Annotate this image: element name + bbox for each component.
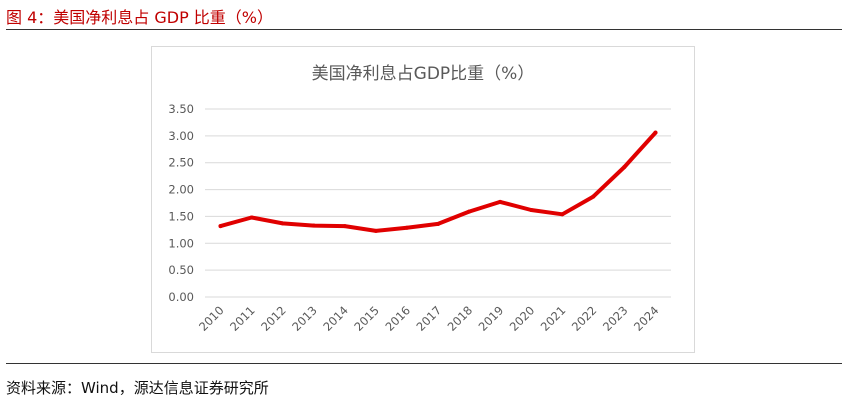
- y-tick-label: 2.00: [168, 183, 194, 197]
- data-point: [591, 194, 596, 199]
- data-point: [218, 224, 223, 229]
- y-tick-label: 2.50: [168, 156, 194, 170]
- x-tick-label: 2014: [320, 303, 351, 334]
- x-tick-label: 2017: [414, 303, 445, 334]
- y-tick-label: 1.00: [168, 236, 194, 250]
- data-point: [404, 225, 409, 230]
- x-tick-label: 2022: [569, 303, 600, 334]
- y-tick-label: 3.00: [168, 129, 194, 143]
- x-tick-label: 2012: [258, 303, 289, 334]
- y-tick-label: 0.50: [168, 263, 194, 277]
- y-tick-label: 3.50: [168, 102, 194, 116]
- data-point: [280, 221, 285, 226]
- data-point: [653, 130, 658, 135]
- data-point: [436, 221, 440, 226]
- data-point: [498, 199, 503, 204]
- data-point: [311, 223, 316, 228]
- data-point: [249, 215, 254, 220]
- data-point: [529, 207, 534, 212]
- x-tick-label: 2020: [507, 303, 538, 334]
- data-point: [467, 209, 472, 214]
- x-tick-label: 2023: [600, 303, 631, 334]
- data-point: [560, 212, 565, 217]
- y-tick-label: 0.00: [168, 290, 194, 304]
- x-tick-label: 2019: [476, 303, 507, 334]
- bottom-divider: [6, 363, 842, 364]
- top-divider: [6, 29, 842, 30]
- x-tick-label: 2021: [538, 303, 569, 334]
- x-tick-label: 2010: [196, 303, 227, 334]
- data-point: [373, 228, 378, 233]
- x-tick-label: 2013: [289, 303, 320, 334]
- chart-title: 美国净利息占GDP比重（%）: [312, 64, 535, 84]
- x-tick-label: 2018: [445, 303, 476, 334]
- line-chart: 美国净利息占GDP比重（%） 0.00 0.50 1.00 1.50 2.00 2.50 3…: [168, 64, 671, 334]
- data-point: [342, 224, 347, 229]
- chart-container: 美国净利息占GDP比重（%） 0.00 0.50 1.00 1.50 2.00 2.50 3…: [151, 46, 695, 353]
- source-note: 资料来源：Wind，源达信息证券研究所: [6, 379, 269, 397]
- figure-title: 图 4：美国净利息占 GDP 比重（%）: [6, 8, 274, 27]
- x-tick-label: 2011: [227, 303, 258, 334]
- x-tick-label: 2015: [351, 303, 382, 334]
- data-point: [622, 165, 627, 170]
- x-tick-label: 2024: [631, 303, 662, 334]
- y-tick-label: 1.50: [168, 209, 194, 223]
- x-tick-label: 2016: [382, 303, 413, 334]
